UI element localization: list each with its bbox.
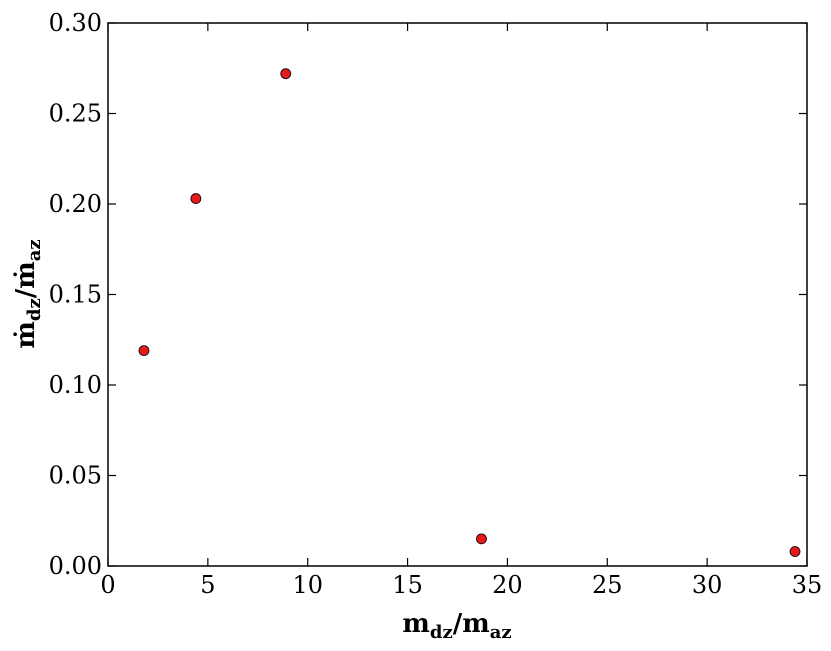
x-tick-label: 25 <box>592 571 623 599</box>
x-tick-label: 15 <box>392 571 423 599</box>
x-tick-label: 5 <box>200 571 215 599</box>
data-point <box>476 533 487 545</box>
data-point <box>280 68 292 80</box>
x-tick-label: 20 <box>492 571 523 599</box>
data-point <box>789 546 801 557</box>
plot-frame <box>107 22 808 567</box>
x-axis-label: mdz/maz <box>402 609 511 643</box>
x-tick-label: 0 <box>100 571 115 599</box>
y-tick-label: 0.20 <box>49 190 102 218</box>
x-tick-label: 30 <box>692 571 723 599</box>
y-tick-label: 0.05 <box>49 462 102 490</box>
x-tick-label: 35 <box>792 571 823 599</box>
data-point <box>190 193 202 204</box>
x-tick-label: 10 <box>292 571 323 599</box>
data-points <box>138 68 801 557</box>
y-tick-label: 0.25 <box>49 100 102 128</box>
y-axis-ticks: 0.00 0.05 0.10 0.15 0.20 0.25 0.30 <box>49 9 807 580</box>
y-tick-label: 0.00 <box>49 552 102 580</box>
y-tick-label: 0.10 <box>49 371 102 399</box>
data-point <box>138 345 150 357</box>
y-axis-label: ṁdz/ṁaz <box>11 239 45 348</box>
x-axis-ticks: 0 5 10 15 20 25 30 35 <box>100 23 822 599</box>
y-tick-label: 0.15 <box>49 281 102 309</box>
y-tick-label: 0.30 <box>49 9 102 37</box>
